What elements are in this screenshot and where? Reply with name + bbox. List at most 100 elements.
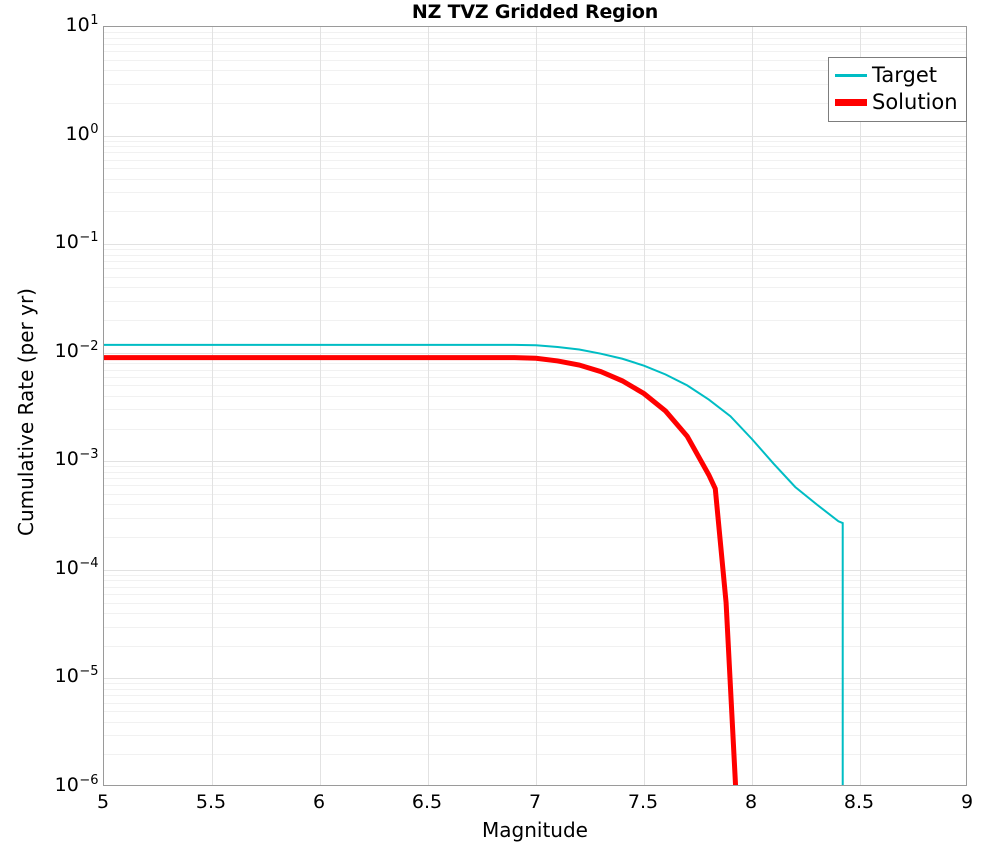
x-tick-label: 7.5: [627, 791, 659, 813]
grid-line-minor-horizontal: [104, 429, 966, 430]
x-tick-label: 5.5: [195, 791, 227, 813]
legend: Target Solution: [828, 57, 967, 122]
x-tick-label: 9: [960, 791, 974, 813]
grid-line-minor-horizontal: [104, 211, 966, 212]
grid-line-minor-horizontal: [104, 494, 966, 495]
grid-line-minor-horizontal: [104, 377, 966, 378]
x-tick-label: 5: [96, 791, 110, 813]
legend-item[interactable]: Target: [835, 62, 958, 89]
x-tick-label: 8.5: [843, 791, 875, 813]
y-tick-label: 10−2: [54, 338, 99, 362]
grid-line-minor-horizontal: [104, 385, 966, 386]
y-axis-label: Cumulative Rate (per yr): [14, 288, 38, 536]
grid-line-major-horizontal: [104, 570, 966, 571]
grid-line-minor-horizontal: [104, 703, 966, 704]
grid-line-minor-horizontal: [104, 409, 966, 410]
grid-line-minor-horizontal: [104, 580, 966, 581]
y-tick-label: 100: [65, 121, 99, 145]
x-tick-label: 7: [528, 791, 542, 813]
legend-item-label: Solution: [872, 90, 958, 114]
x-tick-label: 6.5: [411, 791, 443, 813]
grid-line-minor-horizontal: [104, 735, 966, 736]
grid-line-minor-horizontal: [104, 646, 966, 647]
grid-line-minor-horizontal: [104, 84, 966, 85]
grid-line-minor-horizontal: [104, 472, 966, 473]
grid-line-minor-horizontal: [104, 160, 966, 161]
grid-line-minor-horizontal: [104, 152, 966, 153]
y-tick-label: 10−4: [54, 555, 99, 579]
grid-line-major-horizontal: [104, 461, 966, 462]
grid-line-major-vertical: [644, 27, 645, 785]
grid-line-minor-horizontal: [104, 32, 966, 33]
grid-line-major-vertical: [212, 27, 213, 785]
series-line-solution: [104, 355, 739, 785]
grid-line-minor-horizontal: [104, 179, 966, 180]
grid-line-minor-horizontal: [104, 44, 966, 45]
grid-line-major-vertical: [536, 27, 537, 785]
grid-line-minor-horizontal: [104, 518, 966, 519]
grid-line-minor-horizontal: [104, 575, 966, 576]
grid-line-minor-horizontal: [104, 485, 966, 486]
grid-line-major-vertical: [752, 27, 753, 785]
y-tick-label: 10−6: [54, 773, 99, 796]
grid-line-minor-horizontal: [104, 51, 966, 52]
grid-line-major-horizontal: [104, 678, 966, 679]
grid-line-minor-horizontal: [104, 603, 966, 604]
grid-line-minor-horizontal: [104, 587, 966, 588]
grid-line-minor-horizontal: [104, 249, 966, 250]
x-tick-label: 6: [312, 791, 326, 813]
legend-item-label: Target: [872, 63, 937, 87]
grid-line-minor-horizontal: [104, 396, 966, 397]
grid-line-minor-horizontal: [104, 683, 966, 684]
grid-line-minor-horizontal: [104, 60, 966, 61]
y-tick-label: 10−3: [54, 447, 99, 471]
grid-line-major-horizontal: [104, 353, 966, 354]
legend-color-swatch: [835, 74, 867, 77]
chart-title: NZ TVZ Gridded Region: [411, 1, 659, 23]
grid-line-minor-horizontal: [104, 754, 966, 755]
grid-line-minor-horizontal: [104, 103, 966, 104]
y-tick-label: 101: [65, 13, 99, 36]
grid-line-minor-horizontal: [104, 466, 966, 467]
grid-line-minor-horizontal: [104, 722, 966, 723]
grid-line-minor-horizontal: [104, 320, 966, 321]
x-tick-label: 8: [744, 791, 758, 813]
grid-line-minor-horizontal: [104, 261, 966, 262]
grid-line-minor-horizontal: [104, 301, 966, 302]
grid-line-minor-horizontal: [104, 287, 966, 288]
grid-line-major-horizontal: [104, 244, 966, 245]
x-axis-label: Magnitude: [482, 818, 588, 842]
grid-line-minor-horizontal: [104, 711, 966, 712]
grid-line-minor-horizontal: [104, 192, 966, 193]
grid-line-minor-horizontal: [104, 537, 966, 538]
grid-line-major-vertical: [860, 27, 861, 785]
grid-line-minor-horizontal: [104, 370, 966, 371]
grid-line-minor-horizontal: [104, 70, 966, 71]
series-line-target: [104, 343, 844, 785]
y-axis-tick-labels: 101 100 10−1 10−2 10−3 10−4 10−5 10−6: [0, 0, 99, 850]
legend-color-swatch: [835, 99, 867, 106]
grid-line-minor-horizontal: [104, 38, 966, 39]
grid-line-minor-horizontal: [104, 627, 966, 628]
grid-line-minor-horizontal: [104, 363, 966, 364]
grid-line-minor-horizontal: [104, 255, 966, 256]
grid-line-minor-horizontal: [104, 613, 966, 614]
grid-line-minor-horizontal: [104, 478, 966, 479]
data-series-layer: [104, 343, 844, 785]
grid-line-minor-horizontal: [104, 689, 966, 690]
grid-line-minor-horizontal: [104, 168, 966, 169]
grid-line-major-vertical: [320, 27, 321, 785]
grid-line-major-vertical: [428, 27, 429, 785]
grid-line-minor-horizontal: [104, 594, 966, 595]
grid-line-minor-horizontal: [104, 695, 966, 696]
y-tick-label: 10−5: [54, 664, 99, 688]
y-tick-label: 10−1: [54, 230, 99, 254]
grid-line-major-horizontal: [104, 136, 966, 137]
grid-line-minor-horizontal: [104, 146, 966, 147]
grid-line-minor-horizontal: [104, 277, 966, 278]
plot-area: [103, 26, 967, 786]
grid-line-minor-horizontal: [104, 141, 966, 142]
legend-item[interactable]: Solution: [835, 89, 958, 116]
grid-line-minor-horizontal: [104, 504, 966, 505]
grid-line-minor-horizontal: [104, 268, 966, 269]
